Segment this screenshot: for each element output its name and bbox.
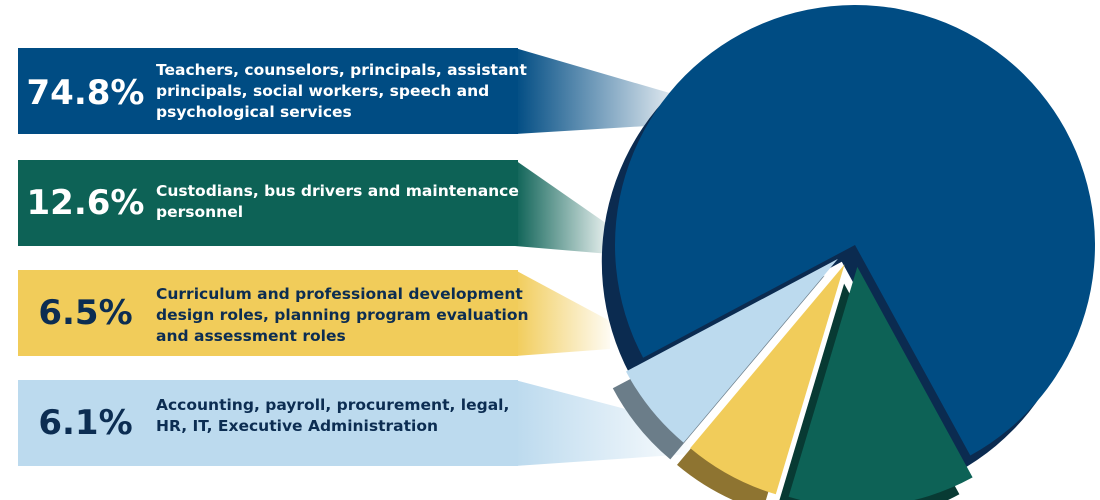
pie-slice-2 xyxy=(779,266,973,500)
slice-3-description: Curriculum and professional development … xyxy=(156,285,529,345)
slice-2-percent: 12.6% xyxy=(26,183,145,223)
slice-1-percent: 74.8% xyxy=(26,73,145,113)
slice-1-description: Teachers, counselors, principals, assist… xyxy=(156,61,527,121)
legend-band-4 xyxy=(18,380,518,466)
slice-4-percent: 6.1% xyxy=(38,403,133,443)
slice-4-description: Accounting, payroll, procurement, legal,… xyxy=(156,396,510,435)
legend-connector-3 xyxy=(515,270,610,356)
pie-slice-4-face xyxy=(626,258,838,443)
pie-slice-3-face xyxy=(690,264,845,495)
pie-slices xyxy=(601,5,1095,500)
legend-band-2 xyxy=(18,160,518,246)
pie-slice-2-face xyxy=(788,266,973,500)
legend-band-1 xyxy=(18,48,518,134)
pie-slice-3 xyxy=(677,264,845,500)
legend-connector-2 xyxy=(515,160,610,254)
legend-connector-1 xyxy=(515,48,680,134)
pie-slice-1-face xyxy=(614,5,1095,456)
legend-bands xyxy=(18,48,690,466)
legend-band-3 xyxy=(18,270,518,356)
slice-2-description: Custodians, bus drivers and maintenance … xyxy=(156,182,519,221)
pie-slice-1 xyxy=(601,5,1095,473)
legend-connector-4 xyxy=(515,380,690,466)
slice-3-percent: 6.5% xyxy=(38,293,133,333)
pie-slice-4 xyxy=(612,258,838,460)
